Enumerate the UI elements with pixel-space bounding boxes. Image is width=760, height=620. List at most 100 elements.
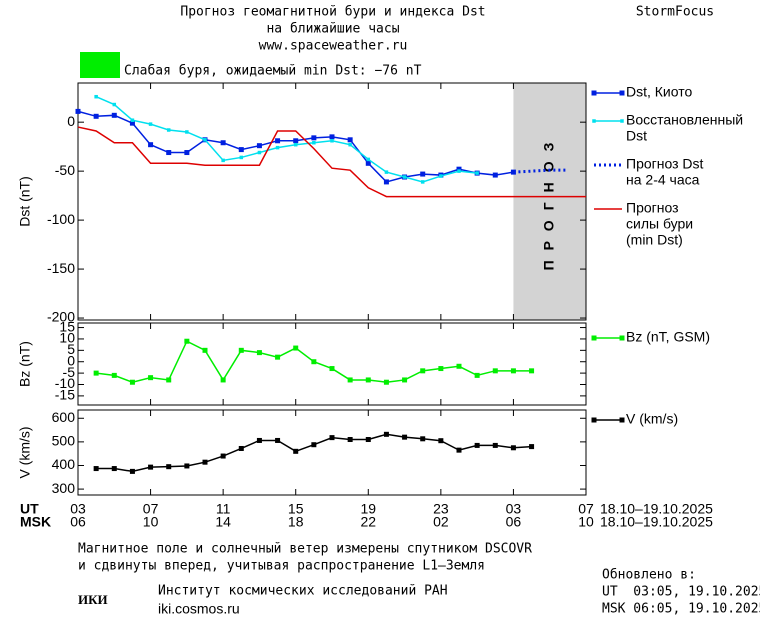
data-point xyxy=(402,434,408,440)
y-tick-label: -15 xyxy=(55,387,75,403)
legend-label: Прогноз Dst xyxy=(626,156,704,172)
y-tick-label: 0 xyxy=(67,352,75,368)
y-tick-label: 5 xyxy=(67,341,75,357)
data-point xyxy=(293,138,299,144)
y-axis-label: Dst (nT) xyxy=(17,176,33,227)
data-point xyxy=(311,442,317,448)
data-point xyxy=(111,466,117,472)
data-point xyxy=(93,370,99,376)
data-point xyxy=(510,368,516,374)
x-tick-label: 02 xyxy=(433,514,449,530)
y-tick-label: 600 xyxy=(52,409,76,425)
date-range: 18.10–19.10.2025 xyxy=(600,514,713,530)
legend-label: Dst xyxy=(626,128,647,144)
x-tick-label: 10 xyxy=(143,514,159,530)
data-point xyxy=(220,377,226,383)
data-point xyxy=(329,366,335,372)
legend-marker xyxy=(592,119,596,123)
data-point xyxy=(365,437,371,443)
data-point xyxy=(329,435,335,441)
data-point xyxy=(492,172,498,178)
brand: StormFocus xyxy=(636,5,714,20)
data-point xyxy=(129,379,135,385)
time-row-name: MSK xyxy=(20,514,51,530)
data-point xyxy=(329,134,335,140)
data-point xyxy=(112,102,117,107)
legend-marker xyxy=(619,90,625,96)
data-point xyxy=(330,139,334,143)
data-point xyxy=(256,437,262,443)
data-point xyxy=(148,375,154,381)
y-tick-label: 300 xyxy=(52,480,76,496)
data-point xyxy=(383,179,389,185)
data-point xyxy=(238,147,244,153)
data-point xyxy=(202,459,208,465)
x-tick-label: 03 xyxy=(70,501,86,517)
data-point xyxy=(239,155,244,160)
data-point xyxy=(166,150,172,156)
plot-frame xyxy=(77,82,587,321)
data-point xyxy=(257,150,262,155)
data-point xyxy=(347,137,353,143)
footer-note: Магнитное поле и солнечный ветер измерен… xyxy=(78,542,532,557)
status-text: Слабая буря, ожидаемый min Dst: −76 nT xyxy=(124,64,422,79)
data-point xyxy=(293,142,298,147)
data-point xyxy=(275,145,280,150)
data-point xyxy=(420,171,426,177)
logo: ИКИ xyxy=(78,592,108,607)
data-point xyxy=(184,463,190,469)
title: Прогноз геомагнитной бури и индекса Dst xyxy=(180,5,485,20)
url: www.spaceweather.ru xyxy=(259,39,408,54)
data-point xyxy=(510,445,516,451)
data-point xyxy=(383,379,389,385)
x-tick-label: 22 xyxy=(360,514,376,530)
data-point xyxy=(184,150,190,156)
data-point xyxy=(420,436,426,442)
y-axis-label: V (km/s) xyxy=(17,426,33,478)
data-point xyxy=(166,128,171,132)
forecast-region xyxy=(513,83,586,320)
y-tick-label: -50 xyxy=(55,162,75,178)
data-point xyxy=(148,464,154,470)
data-point xyxy=(383,431,389,437)
data-point xyxy=(456,166,462,172)
data-point xyxy=(347,437,353,443)
time-row-name: UT xyxy=(20,501,39,517)
series-line xyxy=(513,168,568,174)
data-point xyxy=(111,112,117,118)
data-point xyxy=(365,377,371,383)
data-point xyxy=(529,368,535,374)
data-point xyxy=(420,368,426,374)
x-tick-label: 06 xyxy=(506,514,522,530)
data-point xyxy=(311,135,317,141)
x-tick-label: 07 xyxy=(143,501,159,517)
y-tick-label: 0 xyxy=(67,113,75,129)
site: iki.cosmos.ru xyxy=(158,601,240,617)
data-point xyxy=(202,347,208,353)
data-point xyxy=(348,142,352,147)
data-point xyxy=(529,444,535,450)
data-point xyxy=(94,94,98,99)
data-point xyxy=(439,174,443,178)
y-tick-label: -100 xyxy=(47,211,75,227)
legend-label: Восстановленный xyxy=(626,112,743,128)
x-tick-label: 11 xyxy=(216,501,231,517)
data-point xyxy=(129,120,135,126)
x-tick-label: 19 xyxy=(360,501,376,517)
y-tick-label: -150 xyxy=(47,260,75,276)
legend-label: (min Dst) xyxy=(626,232,683,248)
data-point xyxy=(75,108,81,114)
data-point xyxy=(93,466,99,472)
data-point xyxy=(438,366,444,372)
y-axis-label: Bz (nT) xyxy=(17,341,33,387)
institute: Институт космических исследований РАН xyxy=(158,584,448,599)
updated-label: Обновлено в: xyxy=(602,568,696,583)
x-tick-label: 23 xyxy=(433,501,449,517)
data-point xyxy=(311,359,317,365)
y-tick-label: 15 xyxy=(59,318,75,334)
x-tick-label: 10 xyxy=(578,514,594,530)
y-tick-label: -200 xyxy=(47,309,75,325)
data-point xyxy=(347,377,353,383)
data-point xyxy=(474,442,480,448)
data-point xyxy=(293,345,299,351)
